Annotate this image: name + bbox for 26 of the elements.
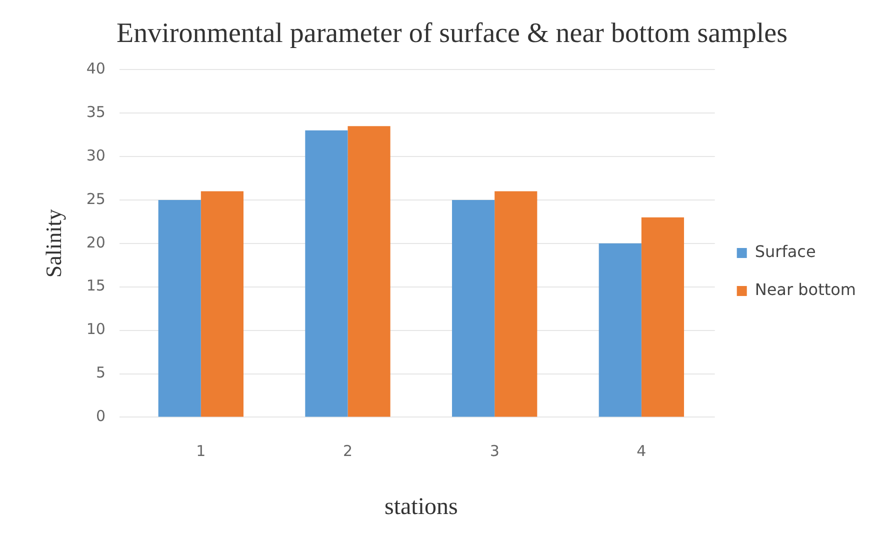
- bar: [494, 191, 538, 417]
- bar: [641, 217, 684, 417]
- bar: [452, 200, 495, 417]
- bar: [200, 191, 244, 417]
- y-tick-label: 35: [86, 102, 106, 121]
- x-axis-title: stations: [384, 494, 458, 520]
- y-tick-label: 5: [96, 364, 106, 382]
- y-tick-label: 10: [86, 320, 106, 338]
- y-tick-label: 30: [86, 146, 106, 164]
- x-tick-label: 2: [342, 442, 353, 460]
- y-tick-label: 40: [86, 59, 106, 78]
- x-tick-label: 1: [196, 442, 206, 460]
- bar: [305, 130, 348, 417]
- y-tick-label: 20: [86, 233, 106, 252]
- bar: [598, 243, 642, 417]
- y-tick-label: 25: [86, 190, 106, 208]
- x-tick-label: 4: [636, 442, 646, 460]
- y-tick-label: 0: [96, 407, 106, 426]
- bar: [348, 126, 390, 417]
- legend-label: Near bottom: [754, 280, 856, 300]
- x-tick-label: 3: [490, 442, 500, 460]
- legend-label: Surface: [754, 242, 816, 262]
- y-tick-label: 15: [86, 276, 106, 295]
- chart-title: Environmental parameter of surface & near bottom samples: [116, 18, 788, 50]
- y-axis-title: Salinity: [40, 209, 66, 278]
- bar: [158, 200, 201, 417]
